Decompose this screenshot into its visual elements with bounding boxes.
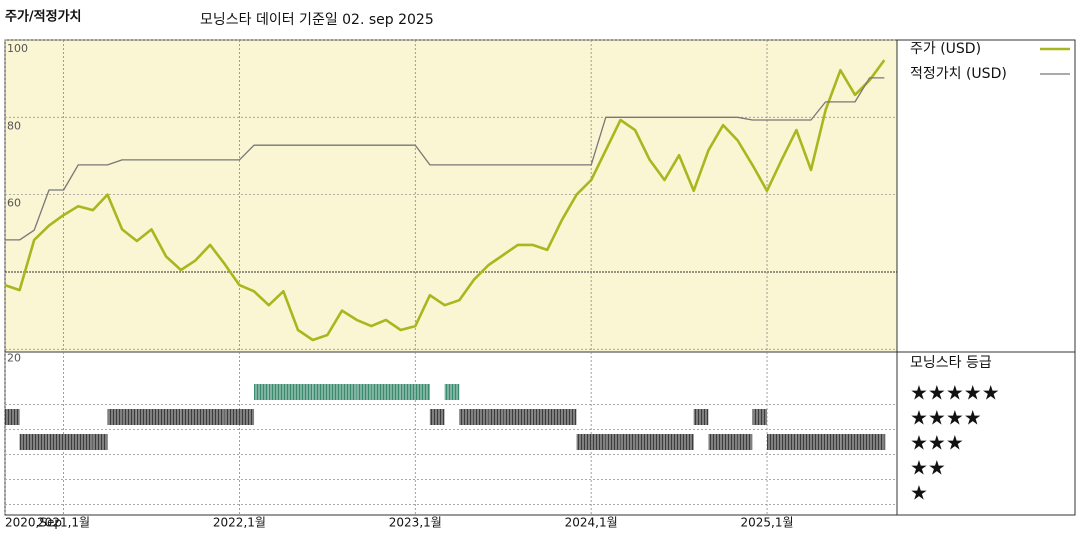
rating-bar-texture xyxy=(444,384,460,400)
rating-bar-texture xyxy=(796,434,812,450)
rating-title: 모닝스타 등급 xyxy=(910,355,992,371)
y-tick-label: 60 xyxy=(7,197,21,210)
x-tick-label: 2022,1월 xyxy=(213,516,266,530)
rating-bar-texture xyxy=(781,434,797,450)
x-tick-label: 2020,Sep xyxy=(5,516,62,530)
rating-bar-texture xyxy=(679,434,694,450)
rating-bar-texture xyxy=(268,384,284,400)
rating-bar-texture xyxy=(429,409,445,425)
rating-bar-texture xyxy=(63,434,79,450)
rating-label: ★★★★ xyxy=(910,406,982,430)
rating-bar-texture xyxy=(400,384,416,400)
rating-bar-texture xyxy=(48,434,64,450)
rating-bar-texture xyxy=(34,434,49,450)
rating-bar-texture xyxy=(210,409,225,425)
rating-bar-texture xyxy=(283,384,298,400)
rating-bar-texture xyxy=(19,434,35,450)
rating-bar-texture xyxy=(840,434,855,450)
x-tick-label: 2023,1월 xyxy=(389,516,442,530)
rating-bar-texture xyxy=(723,434,738,450)
rating-bar-texture xyxy=(884,434,886,450)
rating-bar-texture xyxy=(312,384,328,400)
x-tick-label: 2025,1월 xyxy=(741,516,794,530)
rating-bar-texture xyxy=(605,434,621,450)
rating-bar-texture xyxy=(767,434,782,450)
rating-bar-texture xyxy=(356,384,372,400)
rating-label: ★★★★★ xyxy=(910,381,1000,405)
rating-bar-texture xyxy=(78,434,93,450)
rating-bar-texture xyxy=(254,384,269,400)
rating-bar-texture xyxy=(473,409,489,425)
series-line xyxy=(5,77,885,241)
rating-label: ★★ xyxy=(910,456,946,480)
rating-bar-texture xyxy=(136,409,152,425)
rating-bar-texture xyxy=(459,409,474,425)
rating-bar-texture xyxy=(166,409,181,425)
legend-label: 주가 (USD) xyxy=(910,41,981,57)
rating-bar-texture xyxy=(752,409,768,425)
chart-subtitle: 모닝스타 데이터 기준일 02. sep 2025 xyxy=(200,12,434,28)
rating-bar-texture xyxy=(327,384,342,400)
rating-bar-texture xyxy=(532,409,548,425)
rating-bar-texture xyxy=(341,384,357,400)
rating-bar-texture xyxy=(591,434,606,450)
y-tick-label: 20 xyxy=(7,351,21,364)
rating-bar-texture xyxy=(239,409,255,425)
rating-bar-texture xyxy=(385,384,401,400)
rating-bar-texture xyxy=(122,409,137,425)
rating-bar-texture xyxy=(297,384,313,400)
chart-title: 주가/적정가치 xyxy=(5,9,82,25)
rating-bar-texture xyxy=(107,409,123,425)
plot-background xyxy=(5,40,897,352)
rating-bar-texture xyxy=(5,409,20,425)
rating-bar-texture xyxy=(649,434,665,450)
rating-bar-texture xyxy=(517,409,533,425)
rating-bar-texture xyxy=(224,409,240,425)
rating-bar-texture xyxy=(693,409,709,425)
x-tick-label: 2021,1월 xyxy=(37,516,90,530)
rating-bar-texture xyxy=(151,409,167,425)
rating-label: ★ xyxy=(910,481,928,505)
rating-bar-texture xyxy=(180,409,196,425)
y-tick-label: 80 xyxy=(7,119,21,132)
rating-bar-texture xyxy=(371,384,386,400)
rating-bar-texture xyxy=(811,434,826,450)
rating-bar-texture xyxy=(869,434,885,450)
rating-bar-texture xyxy=(92,434,108,450)
rating-bar-texture xyxy=(576,434,592,450)
rating-bar-texture xyxy=(737,434,753,450)
rating-bar-texture xyxy=(488,409,504,425)
rating-bar-texture xyxy=(547,409,562,425)
rating-bar-texture xyxy=(561,409,577,425)
y-tick-label: 100 xyxy=(7,42,28,55)
rating-bar-texture xyxy=(664,434,680,450)
rating-bar-texture xyxy=(195,409,211,425)
x-tick-label: 2024,1월 xyxy=(565,516,618,530)
rating-bar-texture xyxy=(825,434,841,450)
series-line xyxy=(4,59,886,342)
rating-bar-texture xyxy=(854,434,870,450)
rating-bar-texture xyxy=(708,434,724,450)
rating-bar-texture xyxy=(415,384,430,400)
rating-bar-texture xyxy=(635,434,650,450)
rating-bar-texture xyxy=(503,409,518,425)
rating-label: ★★★ xyxy=(910,431,964,455)
legend-label: 적정가치 (USD) xyxy=(910,66,1007,82)
rating-bar-texture xyxy=(620,434,636,450)
